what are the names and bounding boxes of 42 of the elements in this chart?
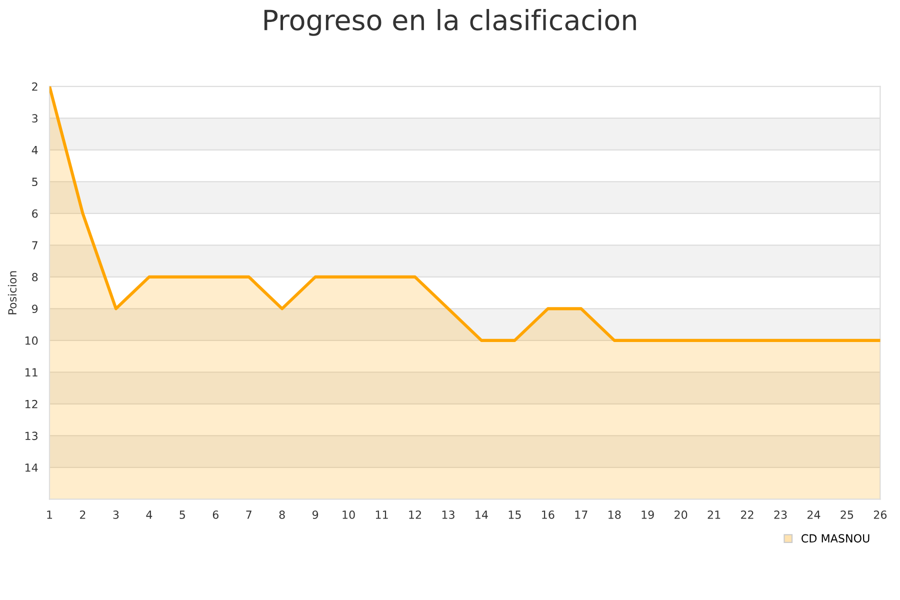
x-tick-label: 12 (409, 510, 421, 519)
y-tick-label: 3 (32, 114, 38, 123)
y-tick-label: 7 (32, 241, 38, 250)
x-tick-label: 18 (608, 510, 621, 519)
x-tick-label: 20 (674, 510, 688, 519)
x-tick-label: 15 (508, 510, 521, 519)
y-tick-label: 11 (25, 368, 38, 376)
x-tick-label: 17 (575, 510, 588, 519)
x-tick-label: 21 (708, 510, 720, 519)
y-tick-label: 8 (32, 272, 38, 282)
x-tick-label: 13 (442, 510, 454, 519)
y-tick-label: 5 (32, 178, 38, 186)
chart-title: Progreso en la clasificacion (264, 9, 636, 36)
y-tick-label: 6 (32, 209, 38, 218)
y-axis-title: Posicion (8, 271, 17, 314)
x-tick-label: 25 (840, 510, 854, 519)
legend-label: CD MASNOU (802, 534, 870, 543)
x-tick-label: 1 (47, 510, 52, 519)
x-tick-label: 22 (741, 510, 754, 519)
x-tick-label: 26 (874, 510, 887, 519)
x-tick-label: 24 (807, 510, 820, 519)
x-tick-label: 4 (146, 510, 152, 519)
x-tick-label: 3 (113, 510, 119, 519)
y-tick-label: 10 (25, 336, 38, 345)
x-tick-label: 2 (80, 510, 86, 519)
y-tick-label: 14 (25, 464, 38, 472)
y-tick-label: 12 (25, 400, 38, 408)
x-tick-label: 14 (476, 510, 488, 519)
y-tick-label: 2 (32, 82, 38, 91)
y-tick-label: 9 (32, 304, 38, 314)
x-tick-label: 8 (279, 510, 285, 519)
x-tick-label: 6 (212, 510, 218, 519)
y-tick-label: 4 (32, 146, 38, 154)
y-tick-label: 13 (25, 432, 38, 440)
x-tick-label: 16 (542, 510, 554, 519)
x-tick-label: 19 (642, 510, 654, 519)
x-tick-label: 5 (180, 510, 185, 519)
x-tick-label: 10 (342, 510, 355, 519)
x-tick-label: 9 (312, 510, 318, 519)
x-tick-label: 11 (376, 510, 388, 519)
x-tick-label: 7 (246, 510, 252, 519)
x-tick-label: 23 (774, 510, 787, 519)
